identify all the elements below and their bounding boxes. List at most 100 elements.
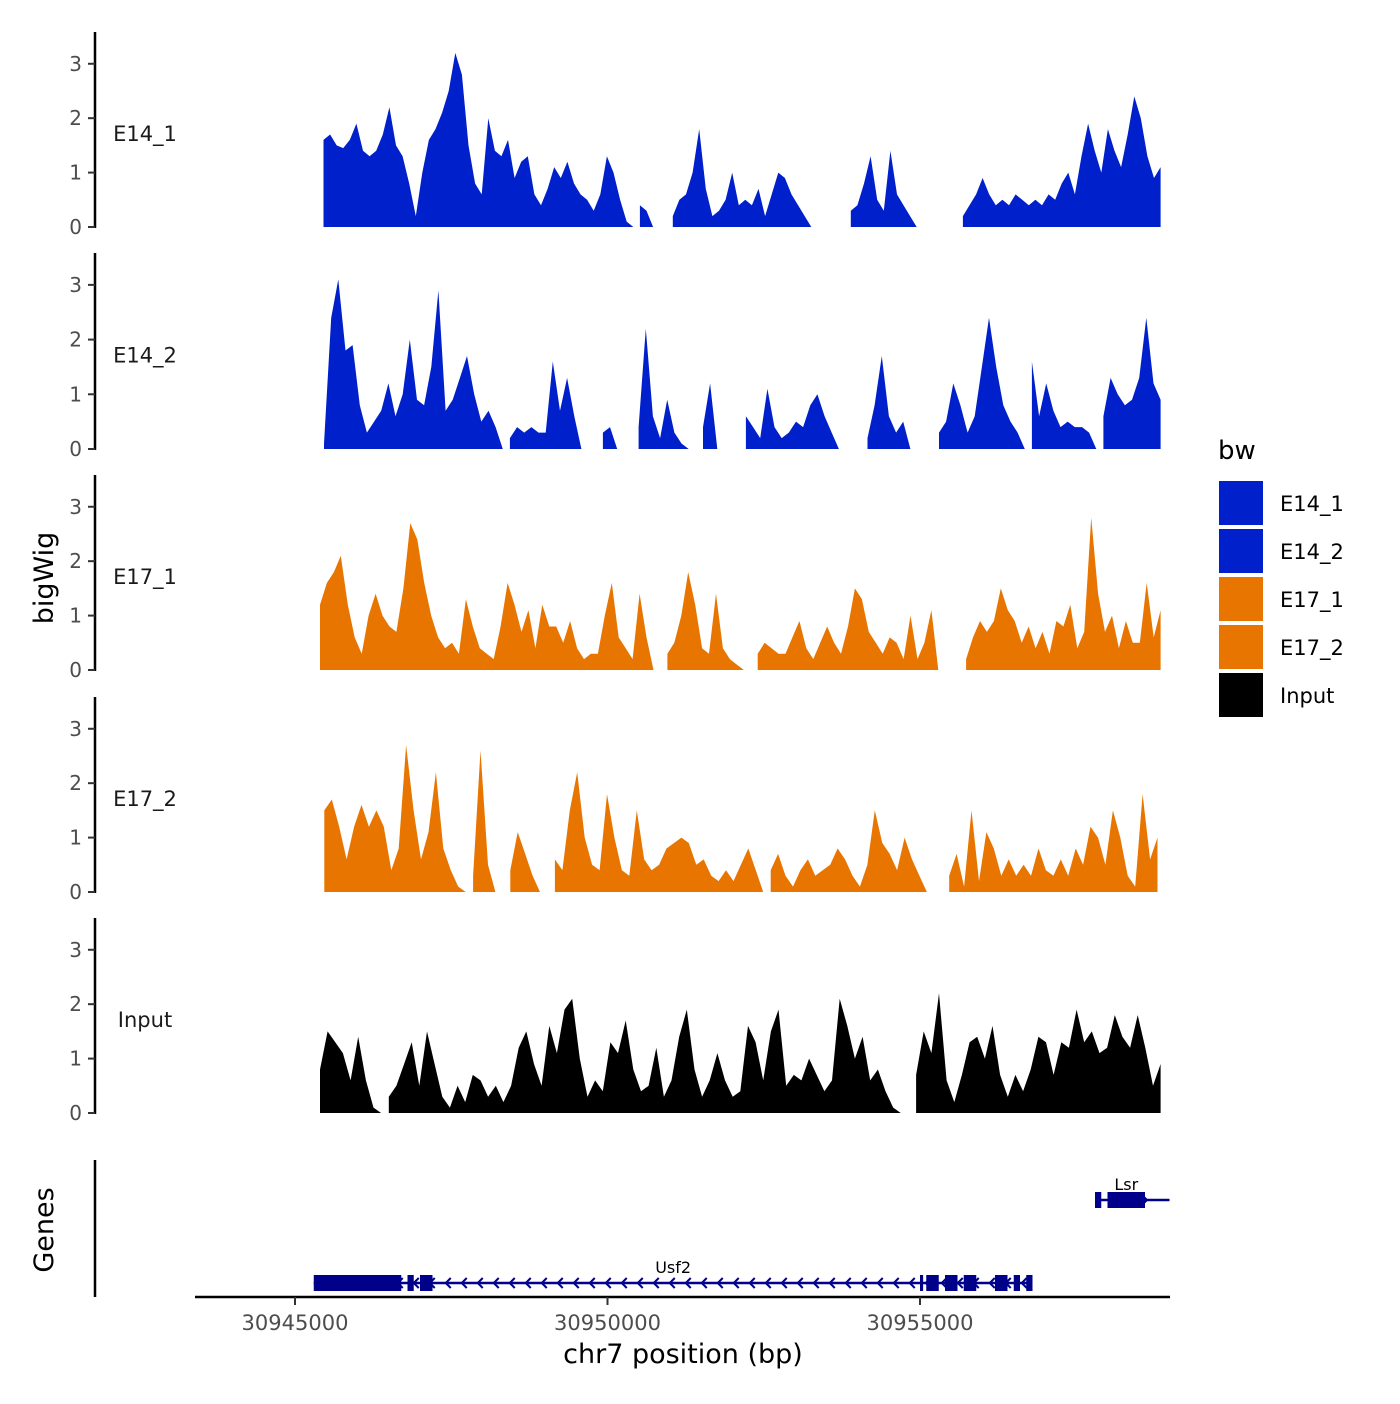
legend-key-E14_2 bbox=[1219, 529, 1263, 573]
strand-arrow-Usf2 bbox=[1020, 1277, 1028, 1289]
x-tick-label-30955000: 30955000 bbox=[867, 1311, 974, 1335]
y-tick-label-E17_2-0: 0 bbox=[69, 880, 82, 904]
y-tick-label-E14_2-3: 3 bbox=[69, 273, 82, 297]
exon-Lsr-0 bbox=[1095, 1192, 1102, 1208]
y-tick-label-Input-0: 0 bbox=[69, 1101, 82, 1125]
strand-arrow-Usf2 bbox=[652, 1277, 660, 1289]
legend-label-E14_1: E14_1 bbox=[1280, 492, 1344, 517]
legend-title: bw bbox=[1218, 436, 1256, 466]
y-tick-label-E17_1-3: 3 bbox=[69, 495, 82, 519]
strand-arrow-Usf2 bbox=[796, 1277, 804, 1289]
y-tick-label-E14_2-0: 0 bbox=[69, 437, 82, 461]
legend-key-Input bbox=[1219, 673, 1263, 717]
strand-arrow-Usf2 bbox=[460, 1277, 468, 1289]
strand-arrow-Usf2 bbox=[444, 1277, 452, 1289]
strand-arrow-Usf2 bbox=[476, 1277, 484, 1289]
area-E14_1 bbox=[323, 52, 1161, 228]
track-label-Input: Input bbox=[118, 1008, 172, 1032]
strand-arrow-Usf2 bbox=[684, 1277, 692, 1289]
gene-label-Lsr: Lsr bbox=[1114, 1175, 1138, 1194]
y-tick-label-E14_2-2: 2 bbox=[69, 328, 82, 352]
gene-Usf2: Usf2 bbox=[313, 1258, 1033, 1291]
strand-arrow-Usf2 bbox=[588, 1277, 596, 1289]
legend: bw E14_1 E14_2 E17_1 E17_2 Input bbox=[1218, 436, 1344, 717]
strand-arrow-Usf2 bbox=[988, 1277, 996, 1289]
track-label-E17_1: E17_1 bbox=[113, 565, 177, 590]
strand-arrow-Usf2 bbox=[492, 1277, 500, 1289]
y-tick-label-E14_1-0: 0 bbox=[69, 215, 82, 239]
legend-key-E17_1 bbox=[1219, 577, 1263, 621]
x-tick-label-30945000: 30945000 bbox=[242, 1311, 349, 1335]
y-tick-label-Input-1: 1 bbox=[69, 1047, 82, 1071]
track-label-E14_1: E14_1 bbox=[113, 122, 177, 147]
track-label-E17_2: E17_2 bbox=[113, 787, 177, 812]
x-axis-title: chr7 position (bp) bbox=[563, 1339, 803, 1370]
exon-Usf2-9 bbox=[1026, 1275, 1033, 1291]
strand-arrow-Usf2 bbox=[908, 1277, 916, 1289]
strand-arrow-Usf2 bbox=[748, 1277, 756, 1289]
legend-key-E17_2 bbox=[1219, 625, 1263, 669]
track-E14_1: 0 1 2 3 E14_1 bbox=[69, 32, 1161, 239]
strand-arrow-Usf2 bbox=[828, 1277, 836, 1289]
track-label-E14_2: E14_2 bbox=[113, 344, 177, 369]
area-E14_2 bbox=[324, 279, 1161, 449]
track-E14_2: 0 1 2 3 E14_2 bbox=[69, 253, 1161, 461]
legend-label-E14_2: E14_2 bbox=[1280, 540, 1344, 565]
strand-arrow-Usf2 bbox=[524, 1277, 532, 1289]
strand-arrow-Usf2 bbox=[844, 1277, 852, 1289]
strand-arrow-Usf2 bbox=[636, 1277, 644, 1289]
track-Input: 0 1 2 3 Input bbox=[69, 918, 1161, 1125]
y-tick-label-E14_1-2: 2 bbox=[69, 106, 82, 130]
area-E17_2 bbox=[324, 745, 1158, 892]
exon-Usf2-7 bbox=[995, 1275, 1008, 1291]
genes-axis-title: Genes bbox=[29, 1187, 60, 1272]
x-tick-label-30950000: 30950000 bbox=[554, 1311, 661, 1335]
x-axis: 30945000 30950000 30955000 bbox=[195, 1295, 1170, 1335]
y-tick-label-Input-2: 2 bbox=[69, 992, 82, 1016]
y-tick-label-E14_1-1: 1 bbox=[69, 161, 82, 185]
track-E17_2: 0 1 2 3 E17_2 bbox=[69, 697, 1158, 904]
strand-arrow-Usf2 bbox=[892, 1277, 900, 1289]
strand-arrow-Usf2 bbox=[860, 1277, 868, 1289]
strand-arrow-Usf2 bbox=[812, 1277, 820, 1289]
legend-label-E17_1: E17_1 bbox=[1280, 588, 1344, 613]
y-tick-label-E17_2-1: 1 bbox=[69, 826, 82, 850]
exon-Usf2-2 bbox=[420, 1275, 433, 1291]
genes-layer: Usf2 Lsr bbox=[93, 1160, 1170, 1297]
strand-arrow-Usf2 bbox=[508, 1277, 516, 1289]
strand-arrow-Usf2 bbox=[556, 1277, 564, 1289]
y-tick-label-E14_2-1: 1 bbox=[69, 382, 82, 406]
y-tick-label-E14_1-3: 3 bbox=[69, 52, 82, 76]
strand-arrow-Usf2 bbox=[620, 1277, 628, 1289]
area-Input bbox=[320, 993, 1161, 1113]
exon-Lsr-1 bbox=[1107, 1192, 1145, 1208]
y-tick-label-E17_1-1: 1 bbox=[69, 604, 82, 628]
exon-Usf2-8 bbox=[1013, 1275, 1020, 1291]
y-tick-label-E17_2-2: 2 bbox=[69, 771, 82, 795]
exon-Usf2-5 bbox=[945, 1275, 958, 1291]
area-E17_1 bbox=[320, 517, 1161, 670]
strand-arrow-Usf2 bbox=[716, 1277, 724, 1289]
gene-Lsr: Lsr bbox=[1095, 1175, 1170, 1208]
exon-Usf2-1 bbox=[407, 1275, 414, 1291]
strand-arrow-Usf2 bbox=[700, 1277, 708, 1289]
exon-Usf2-3 bbox=[920, 1275, 924, 1291]
exon-Usf2-4 bbox=[926, 1275, 939, 1291]
y-axis-title: bigWig bbox=[29, 532, 60, 625]
legend-label-E17_2: E17_2 bbox=[1280, 636, 1344, 661]
strand-arrow-Usf2 bbox=[604, 1277, 612, 1289]
strand-arrow-Usf2 bbox=[572, 1277, 580, 1289]
legend-key-E14_1 bbox=[1219, 481, 1263, 525]
y-tick-label-E17_1-0: 0 bbox=[69, 658, 82, 682]
y-tick-label-Input-3: 3 bbox=[69, 938, 82, 962]
y-tick-label-E17_1-2: 2 bbox=[69, 549, 82, 573]
strand-arrow-Usf2 bbox=[732, 1277, 740, 1289]
exon-Usf2-6 bbox=[963, 1275, 977, 1291]
track-E17_1: 0 1 2 3 E17_1 bbox=[69, 475, 1161, 682]
strand-arrow-Usf2 bbox=[764, 1277, 772, 1289]
strand-arrow-Usf2 bbox=[780, 1277, 788, 1289]
strand-arrow-Usf2 bbox=[956, 1277, 964, 1289]
tracks-layer: 0 1 2 3 E14_1 0 1 2 3 E14_2 0 1 2 3 E17_1 0 1 2 3 E17_2 0 1 2 3… bbox=[69, 32, 1161, 1125]
